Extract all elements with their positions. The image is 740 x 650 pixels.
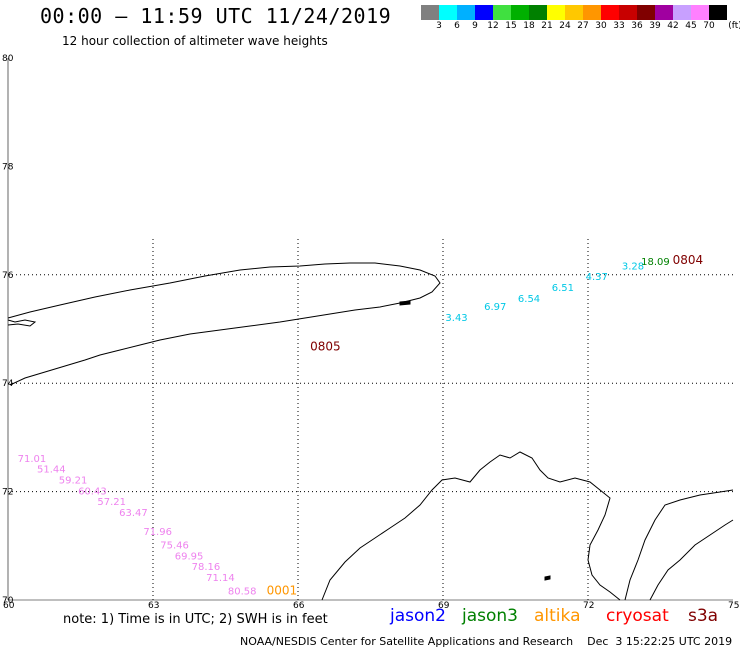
credit-line: NOAA/NESDIS Center for Satellite Applica… xyxy=(240,635,733,648)
legend-swatch xyxy=(529,5,547,20)
longitude-label: 63 xyxy=(148,601,159,611)
legend-label: 30 xyxy=(595,21,607,31)
satellite-name-jason3: jason3 xyxy=(462,606,518,626)
legend-label: 70 xyxy=(703,21,715,31)
legend-swatch xyxy=(475,5,493,20)
latitude-label: 80 xyxy=(2,54,14,64)
legend-label: 33 xyxy=(613,21,625,31)
wave-height-label: 60.43 xyxy=(78,486,107,497)
map-frame xyxy=(7,58,733,601)
legend-label: 27 xyxy=(577,21,589,31)
satellite-name-jason2: jason2 xyxy=(390,606,446,626)
legend-swatch xyxy=(565,5,583,20)
coastline xyxy=(7,262,734,601)
satellite-name-cryosat: cryosat xyxy=(606,606,669,626)
legend-label: 21 xyxy=(541,21,553,31)
longitude-label: 75 xyxy=(728,601,739,611)
wave-height-label: 71.14 xyxy=(206,573,235,584)
wave-height-label: 71.96 xyxy=(143,527,172,538)
wave-height-label: 69.95 xyxy=(175,551,204,562)
graticule xyxy=(8,236,733,600)
wave-height-label: 59.21 xyxy=(59,475,88,486)
latitude-label: 70 xyxy=(2,596,14,606)
pass-time-labels: 0804 0805 0001 xyxy=(267,253,704,598)
gydan-coast xyxy=(649,519,734,601)
legend-label: 45 xyxy=(685,21,697,31)
legend-swatch xyxy=(619,5,637,20)
legend-swatch xyxy=(583,5,601,20)
legend-swatch xyxy=(709,5,727,20)
wave-height-label: 3.28 xyxy=(622,261,644,272)
map-title: 00:00 – 11:59 UTC 11/24/2019 xyxy=(40,4,392,28)
wave-height-label: 63.47 xyxy=(119,508,148,519)
longitude-labels: 60 63 66 69 72 75 xyxy=(3,601,739,611)
legend-label: 12 xyxy=(487,21,499,31)
islet-1 xyxy=(399,300,411,306)
legend-label: 36 xyxy=(631,21,643,31)
legend-swatch xyxy=(493,5,511,20)
longitude-label: 72 xyxy=(583,601,594,611)
wave-height-label: 6.97 xyxy=(484,302,506,313)
legend-label: 3 xyxy=(436,21,442,31)
legend-swatch xyxy=(601,5,619,20)
pass-time-label: 0001 xyxy=(267,584,298,598)
footer-note: note: 1) Time is in UTC; 2) SWH is in fe… xyxy=(63,612,328,627)
legend-swatch xyxy=(421,5,439,20)
wave-height-label: 78.16 xyxy=(192,562,221,573)
legend-swatch xyxy=(511,5,529,20)
gulf-of-ob-coast xyxy=(624,489,734,601)
wave-height-label: 57.21 xyxy=(97,497,126,508)
longitude-label: 60 xyxy=(3,601,15,611)
novaya-zemlya-north-coast xyxy=(7,262,441,386)
legend-swatch xyxy=(547,5,565,20)
islet-2 xyxy=(544,575,551,581)
wave-height-label: 80.58 xyxy=(228,587,257,598)
map-subtitle: 12 hour collection of altimeter wave hei… xyxy=(62,34,328,48)
pass-time-label: 0804 xyxy=(673,253,704,267)
wave-height-label: 18.09 xyxy=(641,257,670,268)
legend-unit: (ft) xyxy=(728,21,740,31)
wave-height-label: 6.51 xyxy=(552,283,574,294)
longitude-label: 69 xyxy=(438,601,450,611)
legend-swatch xyxy=(637,5,655,20)
legend-label: 42 xyxy=(667,21,679,31)
mainland-coast xyxy=(321,451,621,601)
novaya-zemlya-west-coast xyxy=(7,319,37,327)
satellite-name-altika: altika xyxy=(534,606,581,626)
wave-height-color-legend xyxy=(421,5,727,20)
legend-swatch xyxy=(457,5,475,20)
wave-height-label: 6.54 xyxy=(518,294,540,305)
wave-height-label: 71.01 xyxy=(18,454,47,465)
legend-swatch xyxy=(673,5,691,20)
legend-label: 6 xyxy=(454,21,460,31)
legend-label: 39 xyxy=(649,21,661,31)
satellite-name-s3a: s3a xyxy=(688,606,719,626)
legend-label: 18 xyxy=(523,21,535,31)
legend-label: 15 xyxy=(505,21,517,31)
wave-height-label: 75.46 xyxy=(160,541,189,552)
latitude-label: 78 xyxy=(2,162,14,172)
latitude-label: 76 xyxy=(2,271,14,281)
longitude-label: 66 xyxy=(293,601,305,611)
latitude-label: 72 xyxy=(2,488,13,498)
wave-height-label: 51.44 xyxy=(37,465,66,476)
legend-swatch xyxy=(439,5,457,20)
latitude-labels: 80 78 76 74 72 70 xyxy=(2,54,14,606)
latitude-label: 74 xyxy=(2,379,14,389)
legend-label: 24 xyxy=(559,21,571,31)
legend-swatch xyxy=(691,5,709,20)
legend-swatch xyxy=(655,5,673,20)
wave-height-label: 4.37 xyxy=(586,272,608,283)
legend-label: 9 xyxy=(472,21,478,31)
altimeter-tracks: 3.436.976.546.514.373.2818.0971.0151.445… xyxy=(18,257,670,598)
pass-time-label: 0805 xyxy=(310,340,341,354)
wave-height-label: 3.43 xyxy=(445,313,467,324)
